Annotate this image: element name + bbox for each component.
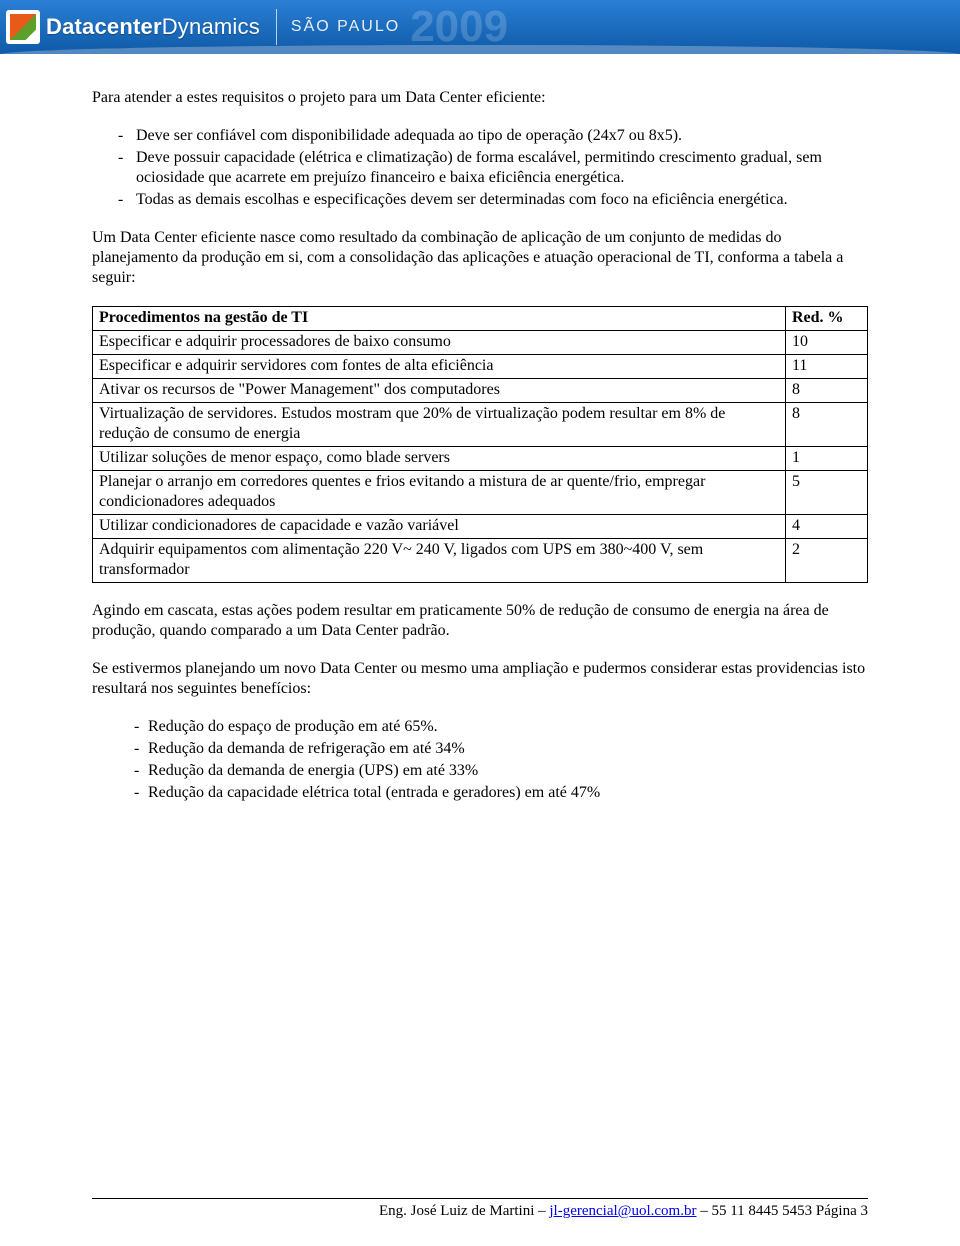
footer-author: Eng. José Luiz de Martini – — [379, 1203, 549, 1219]
table-row: Planejar o arranjo em corredores quentes… — [93, 471, 868, 515]
paragraph-4: Se estivermos planejando um novo Data Ce… — [92, 659, 868, 699]
list-item: Todas as demais escolhas e especificaçõe… — [118, 190, 868, 210]
table-cell-val: 5 — [786, 471, 868, 515]
table-row: Virtualização de servidores. Estudos mos… — [93, 403, 868, 447]
list-item: Redução da demanda de energia (UPS) em a… — [134, 761, 868, 781]
banner-swoosh — [0, 45, 960, 54]
requirements-list: Deve ser confiável com disponibilidade a… — [92, 126, 868, 210]
list-item-text: Redução da capacidade elétrica total (en… — [148, 784, 600, 801]
list-item: Deve ser confiável com disponibilidade a… — [118, 126, 868, 146]
list-item: Redução da demanda de refrigeração em at… — [134, 739, 868, 759]
table-row: Especificar e adquirir processadores de … — [93, 331, 868, 355]
table-header-val: Red. % — [786, 307, 868, 331]
table-cell-val: 2 — [786, 539, 868, 583]
logo-icon — [6, 10, 40, 44]
list-item-text: Deve ser confiável com disponibilidade a… — [136, 127, 682, 144]
table-cell-val: 4 — [786, 515, 868, 539]
brand-light: Dynamics — [162, 14, 260, 39]
brand-bold: Datacenter — [46, 14, 162, 39]
table-cell-proc: Utilizar soluções de menor espaço, como … — [93, 447, 786, 471]
footer-text: Eng. José Luiz de Martini – jl-gerencial… — [92, 1203, 868, 1220]
page-footer: Eng. José Luiz de Martini – jl-gerencial… — [0, 1198, 960, 1220]
intro-paragraph: Para atender a estes requisitos o projet… — [92, 88, 868, 108]
table-header-row: Procedimentos na gestão de TI Red. % — [93, 307, 868, 331]
benefits-list: Redução do espaço de produção em até 65%… — [92, 717, 868, 803]
list-item: Redução do espaço de produção em até 65%… — [134, 717, 868, 737]
list-item-text: Todas as demais escolhas e especificaçõe… — [136, 191, 788, 208]
table-row: Utilizar condicionadores de capacidade e… — [93, 515, 868, 539]
paragraph-2: Um Data Center eficiente nasce como resu… — [92, 228, 868, 288]
list-item-text: Redução da demanda de energia (UPS) em a… — [148, 762, 478, 779]
brand-text: DatacenterDynamics — [46, 14, 260, 40]
table-cell-val: 8 — [786, 379, 868, 403]
table-cell-val: 11 — [786, 355, 868, 379]
table-cell-val: 8 — [786, 403, 868, 447]
footer-rule — [92, 1198, 868, 1199]
list-item: Deve possuir capacidade (elétrica e clim… — [118, 148, 868, 188]
table-cell-proc: Planejar o arranjo em corredores quentes… — [93, 471, 786, 515]
procedures-table: Procedimentos na gestão de TI Red. % Esp… — [92, 306, 868, 583]
header-banner: DatacenterDynamics SÃO PAULO 2009 — [0, 0, 960, 54]
banner-separator — [276, 9, 277, 45]
page-content: Para atender a estes requisitos o projet… — [0, 54, 960, 803]
table-row: Utilizar soluções de menor espaço, como … — [93, 447, 868, 471]
paragraph-3: Agindo em cascata, estas ações podem res… — [92, 601, 868, 641]
table-cell-proc: Virtualização de servidores. Estudos mos… — [93, 403, 786, 447]
table-cell-proc: Utilizar condicionadores de capacidade e… — [93, 515, 786, 539]
table-row: Especificar e adquirir servidores com fo… — [93, 355, 868, 379]
table-row: Ativar os recursos de "Power Management"… — [93, 379, 868, 403]
footer-email: jl-gerencial@uol.com.br — [549, 1203, 696, 1219]
table-cell-proc: Especificar e adquirir processadores de … — [93, 331, 786, 355]
list-item-text: Deve possuir capacidade (elétrica e clim… — [136, 149, 822, 186]
table-cell-proc: Especificar e adquirir servidores com fo… — [93, 355, 786, 379]
table-row: Adquirir equipamentos com alimentação 22… — [93, 539, 868, 583]
table-header-proc: Procedimentos na gestão de TI — [93, 307, 786, 331]
list-item-text: Redução do espaço de produção em até 65%… — [148, 718, 438, 735]
list-item-text: Redução da demanda de refrigeração em at… — [148, 740, 465, 757]
table-cell-proc: Ativar os recursos de "Power Management"… — [93, 379, 786, 403]
list-item: Redução da capacidade elétrica total (en… — [134, 783, 868, 803]
table-cell-val: 10 — [786, 331, 868, 355]
table-cell-proc: Adquirir equipamentos com alimentação 22… — [93, 539, 786, 583]
footer-phone-page: – 55 11 8445 5453 Página 3 — [696, 1203, 868, 1219]
banner-city: SÃO PAULO — [291, 18, 400, 36]
table-cell-val: 1 — [786, 447, 868, 471]
